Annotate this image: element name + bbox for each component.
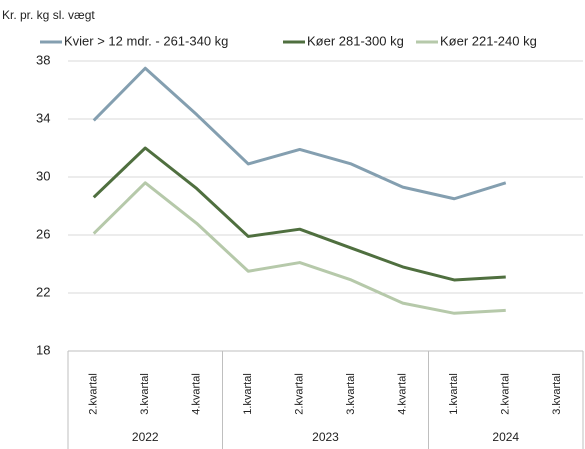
y-tick-label: 34	[36, 110, 50, 125]
x-tick-label: 3.kvartal	[139, 373, 151, 415]
legend-text: Køer 281-300 kg	[307, 33, 404, 48]
y-tick-label: 18	[36, 342, 50, 357]
y-tick-label: 38	[36, 52, 50, 67]
x-group-label: 2023	[312, 430, 339, 444]
x-tick-label: 2.kvartal	[294, 373, 306, 415]
x-group-label: 2024	[492, 430, 519, 444]
x-tick-label: 3.kvartal	[345, 373, 357, 415]
legend-text: Kvier > 12 mdr. - 261-340 kg	[64, 33, 228, 48]
x-tick-label: 2.kvartal	[500, 373, 512, 415]
series-line	[92, 181, 506, 315]
x-tick-label: 3.kvartal	[551, 373, 563, 415]
y-tick-label: 30	[36, 168, 50, 183]
x-group-label: 2022	[132, 430, 159, 444]
x-tick-label: 1.kvartal	[448, 373, 460, 415]
y-tick-label: 22	[36, 284, 50, 299]
series-line	[92, 66, 507, 201]
x-tick-label: 4.kvartal	[191, 373, 203, 415]
x-tick-label: 1.kvartal	[242, 373, 254, 415]
x-tick-label: 4.kvartal	[397, 373, 409, 415]
legend-text: Køer 221-240 kg	[440, 33, 537, 48]
y-tick-label: 26	[36, 226, 50, 241]
series-line	[92, 146, 506, 282]
y-axis-label: Kr. pr. kg sl. vægt	[2, 8, 95, 22]
x-tick-label: 2.kvartal	[88, 373, 100, 415]
